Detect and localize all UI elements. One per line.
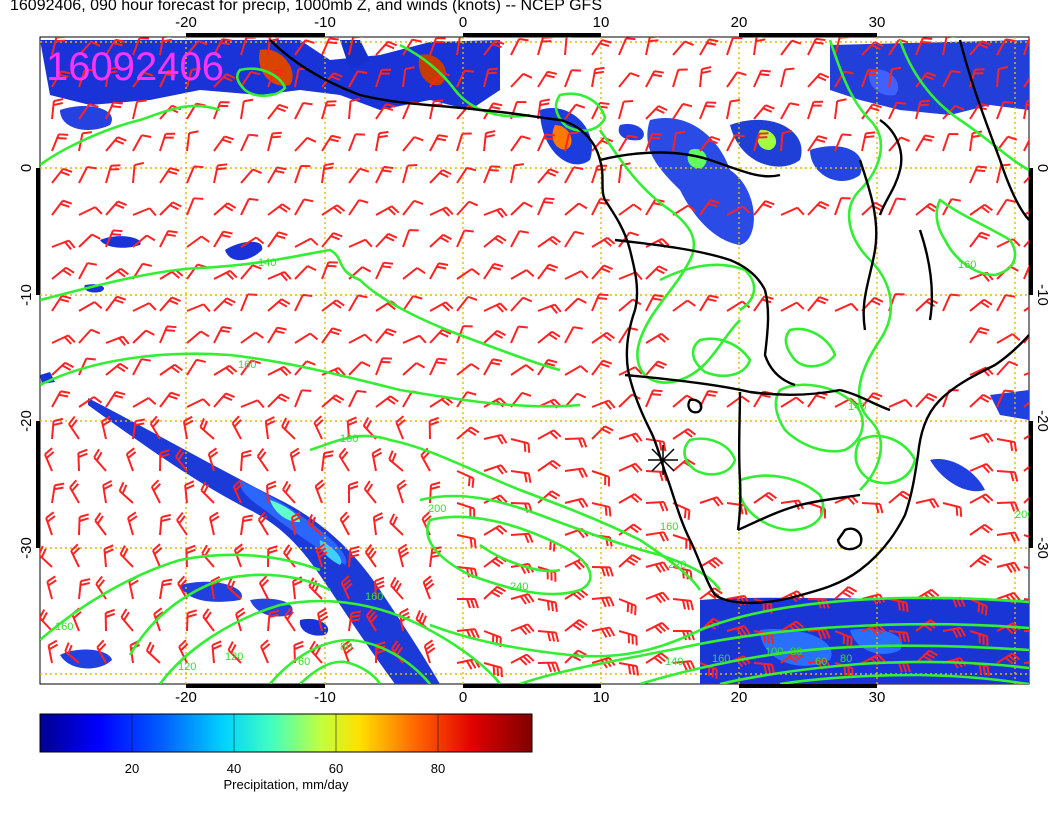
lon-tick-label: -10 bbox=[314, 689, 336, 706]
contour-label: 80 bbox=[840, 653, 852, 665]
contour-label: 160 bbox=[958, 259, 976, 271]
contour-label: 100 bbox=[765, 646, 783, 658]
contour-label: 140 bbox=[848, 401, 866, 413]
right-lat-labels: 0 -10 -20 -30 bbox=[1034, 164, 1051, 559]
axis-frame-ticks bbox=[36, 33, 1033, 688]
contour-label: 120 bbox=[225, 651, 243, 663]
lat-tick-label: -20 bbox=[18, 410, 35, 432]
colorbar-label: Precipitation, mm/day bbox=[224, 777, 349, 792]
contour-label: 160 bbox=[238, 359, 256, 371]
contour-label: 140 bbox=[258, 257, 276, 269]
colorbar-tick: 40 bbox=[227, 761, 241, 776]
contour-label: 80 bbox=[340, 641, 352, 653]
lon-tick-label: 30 bbox=[869, 14, 886, 31]
date-stamp: 16092406 bbox=[46, 45, 224, 89]
lon-tick-label: 0 bbox=[459, 689, 467, 706]
contour-label: 60 bbox=[815, 656, 827, 668]
left-lat-labels: 0 -10 -20 -30 bbox=[18, 164, 35, 559]
contour-label: 160 bbox=[340, 433, 358, 445]
contour-label: 240 bbox=[510, 581, 528, 593]
lat-tick-label: -20 bbox=[1034, 410, 1051, 432]
station-marker-icon bbox=[648, 445, 678, 475]
contour-label: 160 bbox=[660, 521, 678, 533]
contour-labels: 140 160 160 160 200 200 220 240 160 140 … bbox=[55, 257, 1033, 673]
contour-label: 80 bbox=[790, 646, 802, 658]
lat-tick-label: -10 bbox=[1034, 284, 1051, 306]
colorbar-tick: 60 bbox=[329, 761, 343, 776]
bottom-lon-labels: -20 -10 0 10 20 30 bbox=[175, 689, 885, 706]
lat-tick-label: -30 bbox=[18, 537, 35, 559]
lon-tick-label: 20 bbox=[731, 14, 748, 31]
lat-tick-label: 0 bbox=[1034, 164, 1051, 172]
contour-label: 60 bbox=[298, 656, 310, 668]
lat-tick-label: 0 bbox=[18, 164, 35, 172]
contour-label: 160 bbox=[55, 621, 73, 633]
colorbar-tick: 20 bbox=[125, 761, 139, 776]
lon-tick-label: -10 bbox=[314, 14, 336, 31]
top-lon-labels: -20 -10 0 10 20 30 bbox=[175, 14, 885, 31]
lon-tick-label: 20 bbox=[731, 689, 748, 706]
colorbar-gradient bbox=[39, 713, 533, 753]
lon-tick-label: 10 bbox=[593, 689, 610, 706]
contour-label: 200 bbox=[428, 503, 446, 515]
contour-label: 200 bbox=[1015, 509, 1033, 521]
lon-tick-label: 30 bbox=[869, 689, 886, 706]
height-contours bbox=[40, 39, 1029, 684]
coastlines bbox=[269, 39, 1029, 605]
contour-label: 140 bbox=[665, 656, 683, 668]
lat-tick-label: -30 bbox=[1034, 537, 1051, 559]
lat-tick-label: -10 bbox=[18, 284, 35, 306]
colorbar: 20 40 60 80 Precipitation, mm/day bbox=[39, 713, 533, 792]
colorbar-tick: 80 bbox=[431, 761, 445, 776]
contour-label: 120 bbox=[178, 661, 196, 673]
contour-label: 160 bbox=[365, 591, 383, 603]
lon-tick-label: 0 bbox=[459, 14, 467, 31]
contour-label: 160 bbox=[712, 653, 730, 665]
lon-tick-label: -20 bbox=[175, 14, 197, 31]
lon-tick-label: -20 bbox=[175, 689, 197, 706]
lon-tick-label: 10 bbox=[593, 14, 610, 31]
map-title: 16092406, 090 hour forecast for precip, … bbox=[10, 0, 602, 14]
contour-label: 220 bbox=[668, 559, 686, 571]
